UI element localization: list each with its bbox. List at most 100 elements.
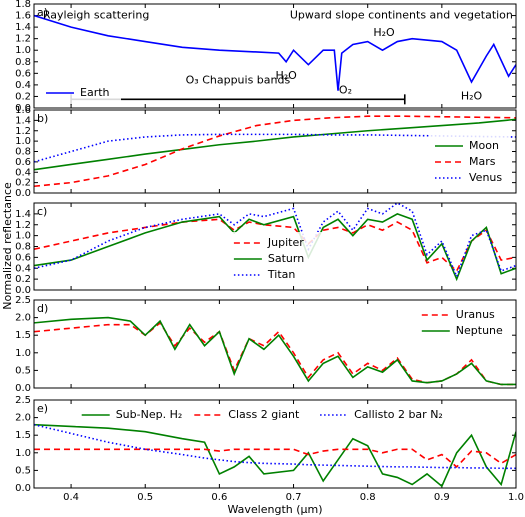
annotation: O₃ Chappuis bands [186, 73, 291, 86]
series-line [34, 423, 516, 488]
y-tick-label: 0.4 [15, 80, 31, 91]
legend-label: Callisto 2 bar N₂ [354, 408, 443, 421]
y-tick-label: 0.0 [15, 483, 31, 494]
legend-label: Venus [469, 171, 502, 184]
y-tick-label: 1.0 [15, 348, 31, 359]
series-line [34, 316, 516, 386]
y-tick-label: 1.0 [15, 231, 31, 242]
legend-label: Titan [267, 268, 295, 281]
panel-label: a) [37, 6, 48, 19]
y-tick-label: 0.4 [15, 167, 31, 178]
y-tick-label: 0.5 [15, 465, 31, 476]
x-tick-label: 0.6 [211, 492, 227, 503]
y-tick-label: 0.5 [15, 365, 31, 376]
legend-label: Class 2 giant [228, 408, 300, 421]
series-line [34, 321, 516, 386]
y-tick-label: 1.4 [15, 22, 31, 33]
y-tick-label: 2.0 [15, 313, 31, 324]
series-line [34, 423, 516, 470]
legend-box [75, 404, 475, 426]
plot-frame [33, 299, 517, 389]
panel-label: c) [37, 205, 47, 218]
legend-label: Mars [469, 155, 496, 168]
legend: Uranus Neptune [415, 304, 510, 342]
y-tick-label: 0.2 [15, 178, 31, 189]
y-tick-label: 1.6 [15, 105, 31, 116]
y-tick-label: 0.8 [15, 57, 31, 68]
plot-frame [33, 399, 517, 489]
panel: 0.00.20.40.60.81.01.21.4JupiterSaturnTit… [1, 182, 517, 310]
x-tick-label: 0.4 [63, 492, 79, 503]
legend-label: Neptune [456, 324, 503, 337]
x-axis-label: Wavelength (μm) [227, 503, 322, 516]
y-tick-label: 1.4 [15, 209, 31, 220]
legend-box [415, 304, 510, 342]
legend-label: Uranus [456, 308, 495, 321]
x-tick-label: 0.8 [360, 492, 376, 503]
y-tick-label: 2.0 [15, 413, 31, 424]
annotation: O₂ [339, 84, 352, 97]
legend-label: Sub-Nep. H₂ [116, 408, 183, 421]
y-tick-label: 1.5 [15, 430, 31, 441]
y-tick-label: 0.2 [15, 91, 31, 102]
legend: Sub-Nep. H₂ Class 2 giant Callisto 2 bar N… [75, 404, 475, 426]
y-tick-label: 0.0 [15, 188, 31, 199]
x-tick-label: 1.0 [508, 492, 524, 503]
series-line [34, 203, 516, 279]
panel-label: d) [37, 302, 48, 315]
x-tick-label: 0.7 [286, 492, 302, 503]
panel-label: b) [37, 112, 48, 125]
annotation: H₂O [275, 69, 297, 82]
y-tick-label: 0.8 [15, 147, 31, 158]
legend-label: Saturn [268, 252, 304, 265]
plot-frame [33, 202, 517, 291]
y-tick-label: 0.6 [15, 68, 31, 79]
panel: 0.0 0.5 1.0 1.5 2.0 2.5 0.4 0.5 0.6 0.7 0.8 0.9 1.0 S… [15, 395, 524, 516]
y-tick-label: 0.8 [15, 242, 31, 253]
y-axis-label: Normalized reflectance [1, 182, 14, 310]
series-line [34, 448, 516, 468]
panel: 0.00.20.40.60.81.01.21.41.6MoonMarsVenus… [15, 105, 517, 199]
y-tick-label: 1.2 [15, 126, 31, 137]
x-tick-label: 0.9 [434, 492, 450, 503]
y-tick-label: 0.0 [15, 285, 31, 296]
y-tick-label: 0.4 [15, 263, 31, 274]
y-tick-label: 1.2 [15, 220, 31, 231]
y-tick-label: 0.6 [15, 252, 31, 263]
annotation: H₂O [461, 89, 483, 102]
y-tick-label: 1.0 [15, 45, 31, 56]
y-tick-label: 0.6 [15, 157, 31, 168]
legend-label: Jupiter [267, 236, 304, 249]
series-line [34, 115, 516, 188]
y-tick-label: 1.8 [15, 0, 31, 10]
y-tick-label: 1.6 [15, 11, 31, 22]
panel: 0.0 0.5 1.0 1.5 2.0 2.5 Uranus Neptune d) [15, 295, 517, 394]
annotation: Upward slope continents and vegetation [290, 9, 513, 22]
legend: Jupiter Saturn Titan [227, 232, 323, 286]
y-tick-label: 1.2 [15, 34, 31, 45]
series-line [34, 118, 516, 171]
y-tick-label: 0.0 [15, 103, 31, 114]
legend-label: Earth [80, 86, 110, 99]
legend: Moon Mars Venus [429, 135, 510, 189]
annotation: H₂O [373, 26, 395, 39]
annotation: Rayleigh scattering [43, 9, 149, 22]
panel-label: e) [37, 402, 48, 415]
plot-frame [33, 3, 517, 109]
y-tick-label: 1.4 [15, 115, 31, 126]
y-tick-label: 2.5 [15, 295, 31, 306]
y-tick-label: 2.5 [15, 395, 31, 406]
legend-label: Moon [469, 139, 499, 152]
legend-box [40, 82, 121, 104]
series-line [34, 14, 516, 91]
x-tick-label: 0.5 [137, 492, 153, 503]
plot-frame [33, 109, 517, 194]
y-tick-label: 0.2 [15, 274, 31, 285]
y-tick-label: 1.0 [15, 136, 31, 147]
y-tick-label: 1.0 [15, 448, 31, 459]
y-tick-label: 0.0 [15, 383, 31, 394]
legend-box [429, 135, 510, 189]
series-line [34, 213, 516, 282]
y-tick-label: 1.5 [15, 330, 31, 341]
